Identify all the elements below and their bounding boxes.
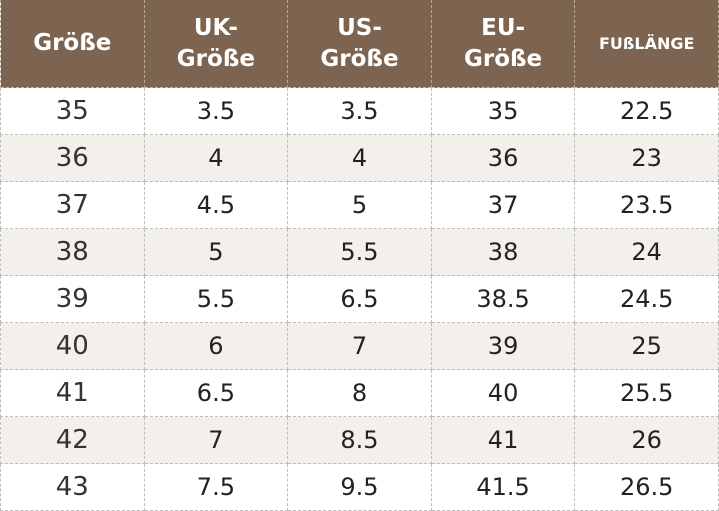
table-cell: 6.5 [287,275,432,323]
header-text: EU-Größe [463,14,543,72]
table-cell: 24 [574,228,719,276]
table-cell: 40 [0,322,145,370]
table-cell: 6 [143,322,289,370]
table-body: 35 3.5 3.5 35 22.5 36 4 4 36 23 37 4.5 5 37 23.5 38 5 5.5… [0,87,719,511]
table-row: 42 7 8.5 41 26 [0,416,719,464]
table-cell: 26 [574,416,719,464]
table-cell: 5 [287,181,432,229]
table-cell: 38 [430,228,576,276]
header-row: Größe UK-Größe US-Größe EU-Größe FUßLÄNGE [0,0,719,88]
header-text: FUßLÄNGE [598,34,695,53]
table-cell: 38 [0,228,145,276]
header-text: Größe [33,30,112,56]
table-cell: 26.5 [574,463,719,511]
table-row: 43 7.5 9.5 41.5 26.5 [0,463,719,511]
table-cell: 41.5 [430,463,576,511]
table-cell: 37 [430,181,576,229]
table-cell: 5.5 [143,275,289,323]
table-cell: 42 [0,416,145,464]
table-cell: 5 [143,228,289,276]
header-cell: FUßLÄNGE [574,0,719,88]
table-cell: 7.5 [143,463,289,511]
table-cell: 25 [574,322,719,370]
table-cell: 39 [430,322,576,370]
table-row: 39 5.5 6.5 38.5 24.5 [0,275,719,323]
header-cell: US-Größe [287,0,432,88]
table-cell: 4 [287,134,432,182]
table-cell: 35 [430,87,576,135]
table-cell: 25.5 [574,369,719,417]
header-cell: UK-Größe [143,0,289,88]
table-cell: 23 [574,134,719,182]
table-cell: 4.5 [143,181,289,229]
table-cell: 7 [143,416,289,464]
table-cell: 3.5 [287,87,432,135]
table-row: 37 4.5 5 37 23.5 [0,181,719,229]
table-cell: 37 [0,181,145,229]
table-cell: 3.5 [143,87,289,135]
table-cell: 9.5 [287,463,432,511]
table-cell: 24.5 [574,275,719,323]
table-cell: 38.5 [430,275,576,323]
table-cell: 4 [143,134,289,182]
table-row: 35 3.5 3.5 35 22.5 [0,87,719,135]
table-row: 36 4 4 36 23 [0,134,719,182]
table-cell: 36 [430,134,576,182]
header-text: US-Größe [320,14,399,72]
header-text: UK-Größe [176,14,255,72]
header-cell: EU-Größe [430,0,576,88]
table-cell: 40 [430,369,576,417]
table-cell: 41 [0,369,145,417]
table-row: 41 6.5 8 40 25.5 [0,369,719,417]
table-cell: 41 [430,416,576,464]
table-cell: 35 [0,87,145,135]
table-header: Größe UK-Größe US-Größe EU-Größe FUßLÄNGE [0,0,719,88]
table-row: 38 5 5.5 38 24 [0,228,719,276]
table-cell: 6.5 [143,369,289,417]
table-cell: 8 [287,369,432,417]
table-row: 40 6 7 39 25 [0,322,719,370]
table-cell: 22.5 [574,87,719,135]
header-cell: Größe [0,0,145,88]
table-cell: 39 [0,275,145,323]
table-cell: 8.5 [287,416,432,464]
table-cell: 23.5 [574,181,719,229]
table-cell: 5.5 [287,228,432,276]
table-cell: 36 [0,134,145,182]
table-cell: 7 [287,322,432,370]
table-cell: 43 [0,463,145,511]
